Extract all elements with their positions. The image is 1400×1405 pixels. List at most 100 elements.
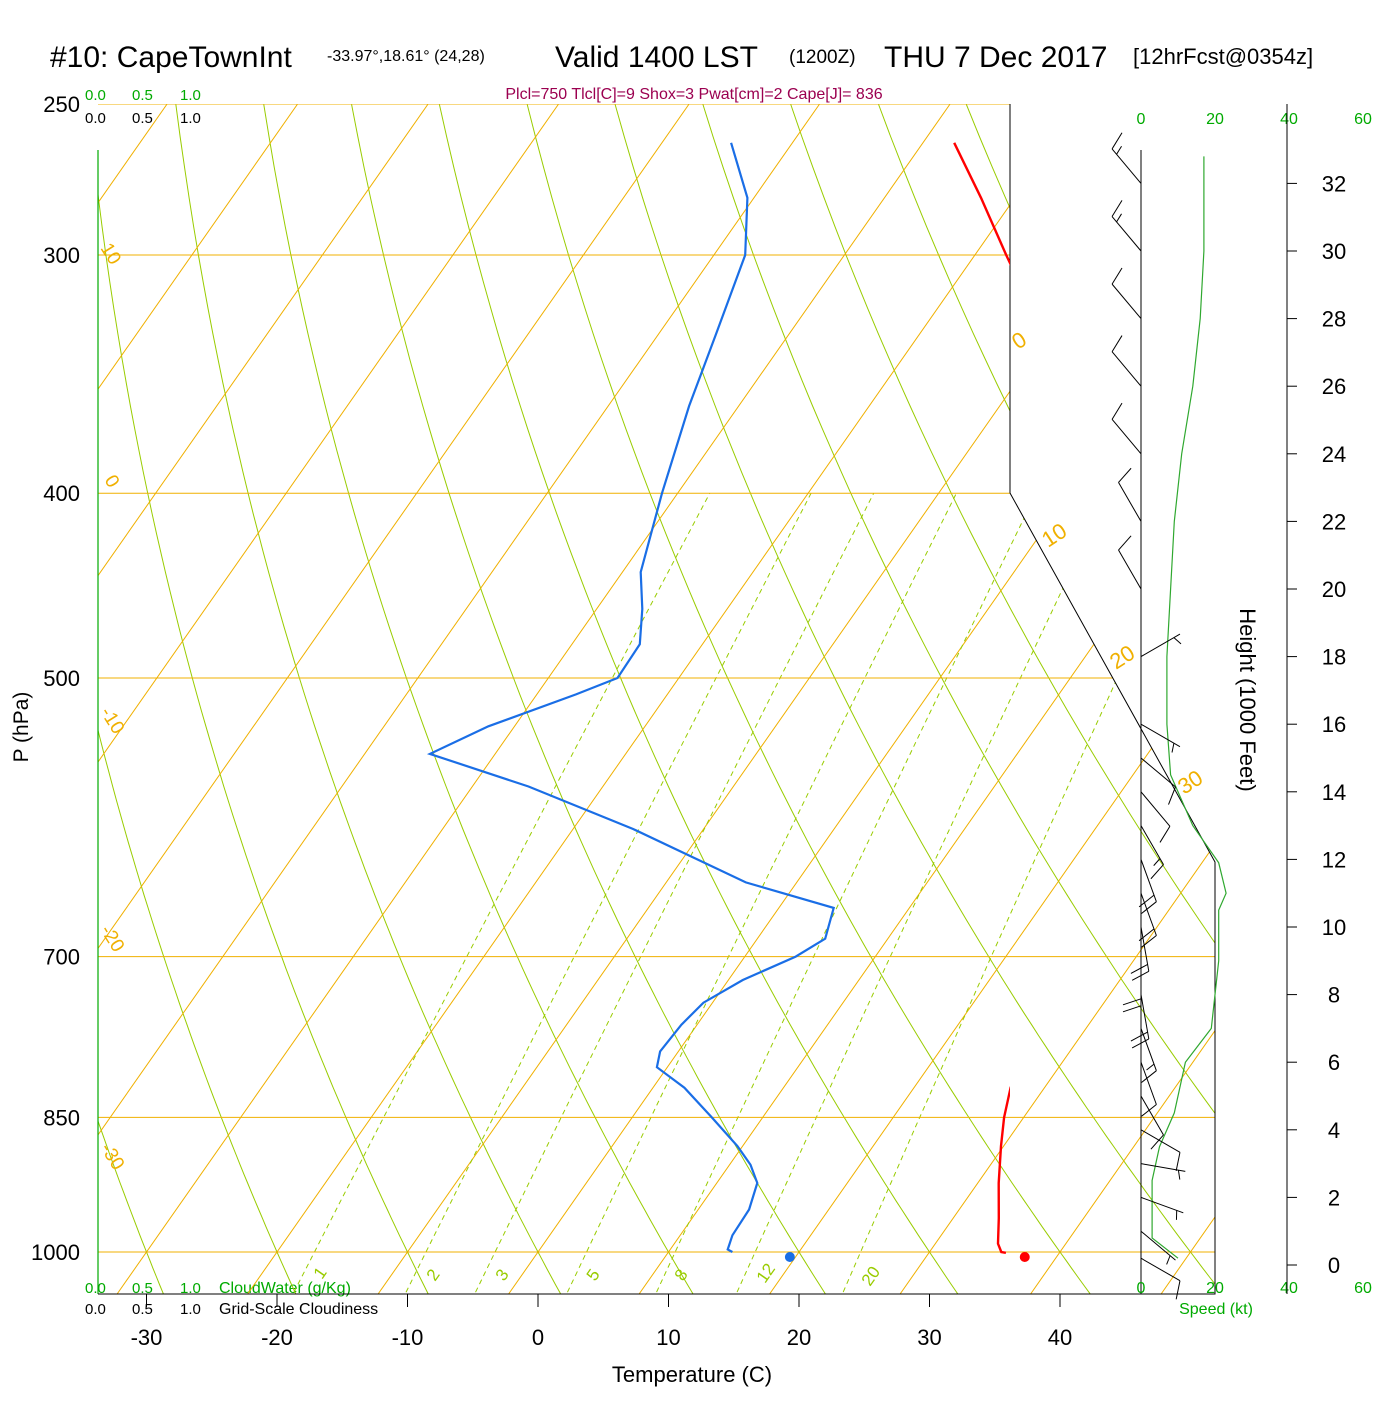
wind-barb-staff (1119, 550, 1142, 589)
wind-barb (1131, 995, 1149, 1048)
wind-barb-half-feather (1174, 638, 1181, 644)
wind-barb-feather (1168, 787, 1175, 805)
dry-adiabat (1300, 70, 1400, 1300)
isotherm-line (378, 104, 1211, 1294)
isotherm-label: -20 (96, 922, 128, 956)
isotherm-label: 30 (1173, 765, 1207, 799)
height-tick-label: 30 (1322, 239, 1346, 264)
surface-dewpoint-marker (785, 1252, 795, 1262)
isotherm-line (639, 104, 1400, 1294)
isotherm-labels: 10 0 -10 -20 -30 0 10 20 30 (96, 240, 1207, 1174)
wind-barb (1112, 403, 1141, 454)
mixing-ratio-line (564, 493, 957, 1300)
mixing-ratio-lines (290, 493, 1203, 1300)
isotherm-label: 20 (1105, 640, 1139, 674)
wind-barb-feather (1131, 964, 1148, 973)
utc-time: (1200Z) (789, 47, 856, 68)
wind-barb (1112, 133, 1141, 184)
stability-indices: Plcl=750 Tlcl[C]=9 Shox=3 Pwat[cm]=2 Cap… (505, 86, 882, 103)
temperature-tick-label: 10 (656, 1325, 680, 1350)
height-tick-label: 4 (1328, 1118, 1340, 1143)
temperature-tick-label: -10 (392, 1325, 424, 1350)
cloudiness-scale-tick: 0.0 (85, 1301, 106, 1318)
wind-barb-staff (1141, 792, 1170, 826)
mixing-ratio-line (472, 493, 874, 1300)
wind-barb-feather (1142, 1104, 1157, 1116)
wind-barb (1119, 536, 1142, 589)
pressure-tick-label: 250 (43, 92, 80, 117)
wind-barb-staff (1112, 419, 1141, 453)
wind-barb (1119, 468, 1142, 521)
isotherm-line (770, 104, 1400, 1294)
pressure-axis-title: P (hPa) (10, 692, 33, 763)
wind-barb-half-feather (1178, 1170, 1179, 1179)
wind-barb (1112, 200, 1141, 251)
height-tick-label: 18 (1322, 645, 1346, 670)
thermo-grid (0, 70, 1400, 1300)
wind-barb-feather (1112, 133, 1122, 149)
isotherm-line (0, 104, 820, 1294)
isotherm-line (900, 104, 1400, 1294)
mixing-ratio-label: 3 (492, 1266, 513, 1285)
wind-barb-half-feather (1154, 859, 1160, 866)
wind-barb-half-feather (1172, 743, 1174, 752)
isotherm-label: 10 (1037, 518, 1071, 552)
wind-barb (1141, 1197, 1183, 1219)
pressure-tick-label: 700 (43, 945, 80, 970)
isotherm-line (509, 104, 1342, 1294)
speed-tick-label: 0 (1137, 111, 1146, 128)
isotherm-label: 10 (96, 240, 125, 269)
cloud-scale-bottom: 0.0 0.5 1.0 CloudWater (g/Kg) 0.0 0.5 1.… (85, 1280, 378, 1318)
wind-barb (1141, 826, 1164, 879)
station-title: #10: CapeTownInt (50, 41, 292, 74)
temperature-tick-label: -20 (261, 1325, 293, 1350)
wind-barb (1141, 1231, 1175, 1264)
speed-tick-label: 60 (1354, 111, 1372, 128)
height-tick-label: 26 (1322, 374, 1346, 399)
height-tick-label: 12 (1322, 847, 1346, 872)
temperature-tick-label: -30 (131, 1325, 163, 1350)
wind-barb-staff (1119, 482, 1142, 521)
temperature-tick-label: 20 (787, 1325, 811, 1350)
pressure-tick-label: 500 (43, 666, 80, 691)
isotherms (0, 104, 1400, 1294)
cloudiness-scale-tick: 0.0 (85, 110, 106, 127)
wind-barb-feather (1112, 200, 1122, 216)
temperature-tick-label: 0 (532, 1325, 544, 1350)
wind-barb-feather (1176, 1152, 1180, 1171)
isotherm-line (117, 104, 950, 1294)
height-tick-label: 0 (1328, 1253, 1340, 1278)
wind-barb-staff (1141, 1096, 1164, 1135)
wind-barb-feather (1112, 336, 1122, 352)
isotherm-label: 0 (1007, 327, 1031, 355)
station-coords: -33.97°,18.61° (24,28) (327, 48, 485, 65)
height-tick-label: 8 (1328, 983, 1340, 1008)
wind-barb-feather (1132, 971, 1149, 980)
wind-barb-feather (1151, 865, 1164, 879)
wind-barbs (1112, 133, 1185, 1300)
height-tick-label: 28 (1322, 307, 1346, 332)
cloud-scale-top: 0.0 0.5 1.0 0.0 0.5 1.0 (85, 87, 201, 127)
wind-barb (1141, 1258, 1180, 1299)
cloudwater-scale-tick: 1.0 (180, 87, 201, 104)
height-tick-label: 20 (1322, 577, 1346, 602)
dry-adiabat (1127, 70, 1400, 1300)
height-tick-label: 24 (1322, 442, 1346, 467)
mixing-ratio-line (290, 493, 710, 1300)
cloudwater-scale-tick: 0.0 (85, 87, 106, 104)
mixing-ratio-line (653, 493, 1036, 1300)
wind-barb-feather (1142, 1071, 1157, 1083)
isotherm-label: 0 (100, 472, 123, 492)
speed-tick-label: 40 (1280, 1280, 1298, 1297)
isotherm-label: -30 (96, 1140, 128, 1174)
pressure-tick-label: 1000 (31, 1240, 80, 1265)
temperature-tick-label: 40 (1048, 1325, 1072, 1350)
pressure-tick-label: 850 (43, 1105, 80, 1130)
wind-barb-feather (1119, 536, 1132, 550)
wind-barb-feather (1123, 1006, 1141, 1012)
height-tick-label: 14 (1322, 780, 1346, 805)
